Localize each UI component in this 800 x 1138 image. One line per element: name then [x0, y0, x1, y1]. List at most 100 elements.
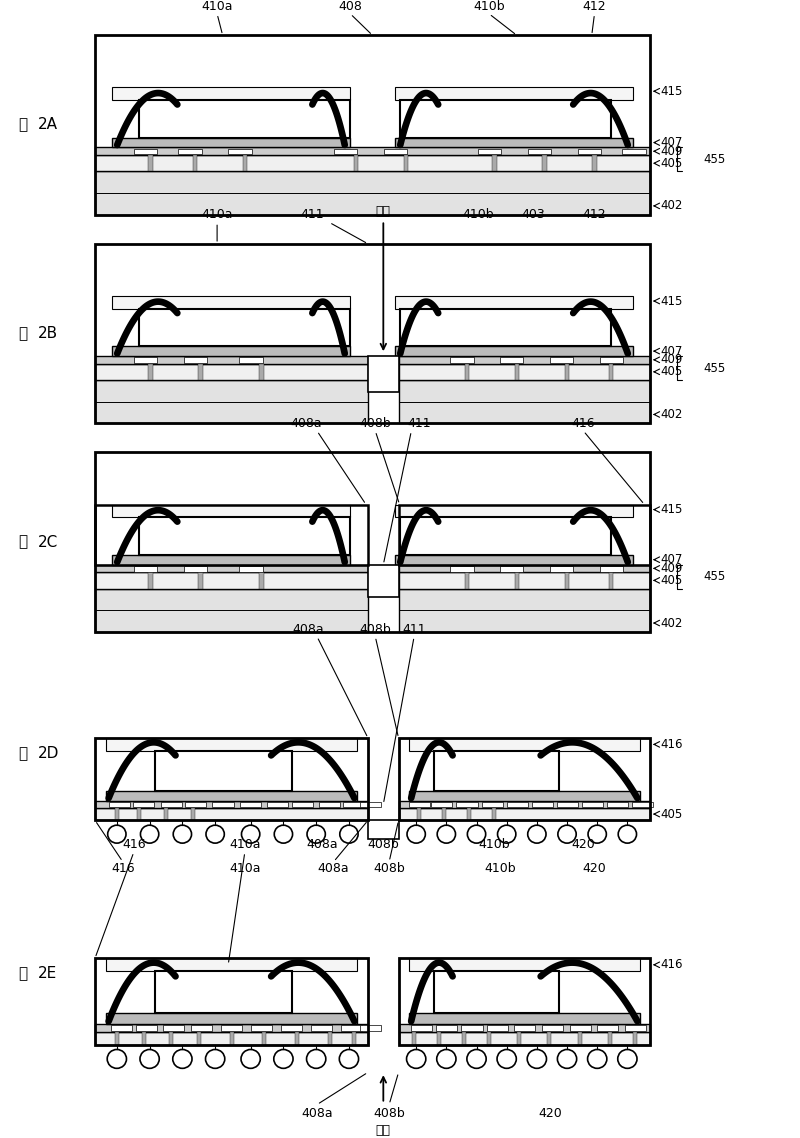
Bar [190, 1025, 212, 1031]
Bar [542, 155, 547, 172]
Circle shape [407, 825, 426, 843]
Text: 405: 405 [660, 808, 682, 820]
Bar [139, 517, 350, 554]
Bar [608, 1031, 612, 1045]
Bar [542, 1025, 563, 1031]
Bar [486, 1025, 508, 1031]
Bar [262, 1031, 266, 1045]
Bar [134, 357, 157, 363]
Bar [633, 1031, 637, 1045]
Circle shape [140, 1049, 159, 1069]
Bar [500, 566, 523, 571]
Bar [95, 801, 368, 808]
Text: 2D: 2D [38, 747, 59, 761]
Bar [95, 564, 368, 572]
Text: 416: 416 [111, 861, 134, 875]
Text: 415: 415 [660, 295, 682, 307]
Text: 409: 409 [660, 145, 682, 158]
Bar [394, 554, 634, 564]
Bar [353, 1031, 357, 1045]
Bar [95, 155, 650, 172]
Text: 416: 416 [660, 737, 682, 751]
Bar [565, 363, 569, 380]
Circle shape [528, 825, 546, 843]
Bar [492, 155, 497, 172]
Bar [550, 566, 574, 571]
Bar [398, 801, 650, 808]
Bar [95, 244, 650, 423]
Bar [532, 802, 553, 807]
Circle shape [498, 825, 516, 843]
Text: 407: 407 [660, 553, 682, 567]
Bar [106, 791, 357, 801]
Bar [600, 566, 623, 571]
Bar [185, 802, 206, 807]
Text: 409: 409 [660, 562, 682, 575]
Bar [570, 1025, 590, 1031]
Circle shape [339, 1049, 358, 1069]
Bar [242, 155, 247, 172]
Circle shape [173, 1049, 192, 1069]
Bar [148, 155, 153, 172]
Text: 410b: 410b [484, 861, 516, 875]
Circle shape [242, 825, 260, 843]
Text: 408b: 408b [368, 838, 399, 851]
Bar [139, 100, 350, 138]
Bar [259, 572, 264, 588]
Bar [250, 1025, 272, 1031]
Text: 416: 416 [122, 838, 146, 851]
Bar [109, 802, 130, 807]
Bar [155, 751, 292, 791]
Bar [409, 1014, 640, 1024]
Bar [625, 1025, 646, 1031]
Bar [528, 149, 551, 155]
Bar [95, 172, 650, 214]
Bar [136, 1025, 157, 1031]
Bar [417, 808, 421, 820]
Bar [411, 1025, 432, 1031]
Bar [457, 802, 478, 807]
Bar [450, 566, 474, 571]
Bar [343, 802, 365, 807]
Bar [354, 155, 358, 172]
Bar [137, 808, 141, 820]
Bar [398, 1031, 650, 1045]
Circle shape [558, 825, 576, 843]
Bar [95, 356, 368, 363]
Bar [95, 739, 368, 820]
Text: 408: 408 [338, 0, 362, 13]
Bar [398, 564, 650, 572]
Bar [409, 802, 430, 807]
Text: 切割: 切割 [376, 1124, 391, 1137]
Bar [267, 802, 288, 807]
Bar [398, 808, 650, 820]
Bar [148, 363, 153, 380]
Text: 图: 图 [18, 966, 27, 981]
Circle shape [340, 825, 358, 843]
Bar [398, 380, 650, 423]
Text: 409: 409 [660, 353, 682, 366]
Bar [465, 572, 469, 588]
Text: 415: 415 [660, 503, 682, 517]
Bar [161, 802, 182, 807]
Text: 408a: 408a [301, 1106, 333, 1120]
Bar [442, 808, 446, 820]
Bar [111, 1025, 133, 1031]
Circle shape [467, 1049, 486, 1069]
Bar [95, 1024, 368, 1031]
Bar [193, 155, 197, 172]
Bar [368, 820, 398, 840]
Bar [95, 35, 650, 214]
Bar [462, 1025, 482, 1031]
Text: 图: 图 [18, 747, 27, 761]
Bar [197, 1031, 201, 1045]
Bar [164, 808, 168, 820]
Bar [409, 739, 640, 751]
Text: 403: 403 [522, 208, 546, 222]
Bar [170, 1031, 174, 1045]
Text: 402: 402 [660, 617, 682, 629]
Circle shape [241, 1049, 260, 1069]
Circle shape [437, 825, 455, 843]
Text: 405: 405 [660, 574, 682, 587]
Circle shape [618, 825, 637, 843]
